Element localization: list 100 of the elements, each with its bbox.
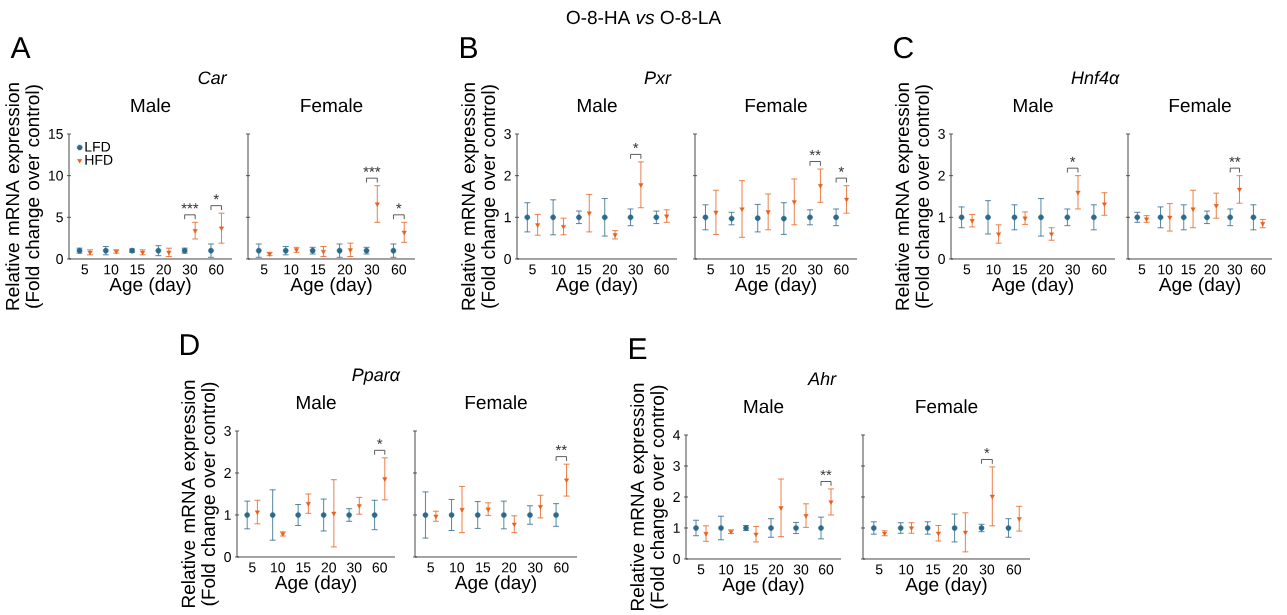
x-tick-label: 60 (209, 264, 224, 275)
x-tick-label: 10 (986, 264, 1001, 275)
x-tick-label: 20 (337, 264, 353, 275)
y-tick-label: 3 (673, 460, 680, 471)
chart-subtitle: Male (744, 399, 784, 414)
annotation: ** (555, 444, 567, 451)
x-tick-label: 60 (818, 564, 834, 575)
y-axis-title: Relative mRNA expression (Fold change over control) (181, 380, 219, 607)
x-tick-label: 15 (311, 264, 326, 275)
x-tick-label: 5 (1138, 264, 1146, 275)
x-tick-label: 60 (554, 562, 569, 573)
y-axis-title: Relative mRNA expression (Fold change over control) (5, 83, 44, 310)
x-axis-title: Age (day) (109, 277, 191, 295)
x-tick-label: 30 (793, 564, 809, 575)
x-tick-label: 60 (654, 264, 669, 275)
chart-title: Pparα (352, 368, 401, 385)
y-tick-label: 0 (56, 253, 63, 264)
annotation: * (1070, 156, 1076, 162)
chart-title: Hnf4α (1071, 70, 1120, 85)
x-tick-label: 5 (875, 564, 883, 575)
annotation: * (213, 193, 219, 200)
y-tick-label: 4 (673, 430, 681, 440)
x-tick-label: 15 (756, 264, 771, 275)
x-tick-label: 20 (501, 562, 517, 573)
x-tick-label: 30 (182, 264, 198, 275)
x-tick-label: 20 (768, 564, 784, 575)
x-tick-label: 10 (450, 562, 465, 573)
text: E (630, 338, 647, 359)
x-tick-label: 5 (963, 264, 971, 275)
x-axis-title: Age (day) (722, 577, 804, 595)
text: A (10, 37, 31, 58)
x-tick-label: 20 (1204, 264, 1219, 275)
annotation: * (396, 203, 402, 209)
x-tick-label: 30 (346, 562, 362, 573)
x-axis-title: Age (day) (290, 277, 372, 295)
x-tick-label: 60 (834, 264, 849, 275)
x-tick-label: 30 (1065, 264, 1080, 275)
x-tick-label: 15 (296, 562, 311, 573)
y-tick-label: 10 (48, 170, 63, 181)
chart-subtitle: Male (296, 395, 336, 410)
y-tick-label: 3 (938, 128, 945, 139)
y-tick-label: 2 (673, 491, 680, 502)
x-tick-label: 10 (899, 564, 914, 575)
x-tick-label: 10 (551, 264, 566, 275)
x-tick-label: 30 (527, 562, 543, 573)
y-tick-label: 0 (504, 253, 511, 264)
annotation: ** (1229, 156, 1241, 162)
x-tick-label: 5 (248, 562, 256, 573)
y-tick-label: 0 (224, 551, 231, 562)
x-axis-title: Age (day) (1158, 277, 1240, 295)
chart-title: Ahr (807, 371, 837, 385)
x-tick-label: 20 (781, 264, 797, 275)
x-tick-label: 30 (628, 264, 643, 275)
annotation: * (633, 142, 639, 148)
x-tick-label: 30 (364, 264, 380, 275)
chart-title: Car (198, 71, 228, 84)
x-axis-title: Age (day) (905, 577, 987, 595)
chart-subtitle: Female (1169, 98, 1231, 113)
y-tick-label: 0 (673, 553, 680, 564)
x-tick-label: 15 (744, 564, 759, 575)
x-tick-label: 10 (104, 264, 119, 275)
x-tick-label: 60 (1006, 564, 1022, 575)
y-tick-label: 2 (504, 170, 511, 181)
x-tick-label: 5 (529, 264, 536, 275)
y-tick-label: 1 (673, 523, 680, 533)
x-tick-label: 10 (271, 562, 286, 573)
x-tick-label: 60 (372, 562, 387, 573)
y-tick-label: 15 (48, 128, 63, 139)
legend-label: LFD (85, 141, 111, 152)
y-tick-label: 0 (938, 253, 945, 264)
y-tick-label: 2 (224, 467, 231, 478)
x-tick-label: 5 (260, 264, 268, 275)
x-tick-label: 5 (81, 264, 89, 275)
chart-subtitle: Female (916, 399, 978, 414)
x-tick-label: 5 (427, 562, 434, 573)
y-tick-label: 5 (56, 212, 63, 223)
y-tick-label: 1 (504, 212, 511, 222)
chart-subtitle: Male (1013, 98, 1053, 113)
x-tick-label: 20 (321, 562, 336, 573)
x-tick-label: 5 (707, 264, 714, 275)
x-axis-title: Age (day) (274, 575, 356, 593)
x-tick-label: 10 (1158, 264, 1173, 275)
x-tick-label: 10 (284, 264, 299, 275)
x-tick-label: 15 (476, 562, 491, 573)
chart-subtitle: Female (745, 98, 807, 113)
y-tick-label: 2 (938, 170, 945, 181)
x-axis-title: Age (day) (991, 277, 1073, 295)
x-tick-label: 30 (807, 264, 823, 275)
x-axis-title: Age (day) (454, 575, 536, 593)
text: O-8-HA vs O-8-LA (566, 10, 722, 25)
x-tick-label: 10 (719, 564, 734, 575)
y-axis-title: Relative mRNA expression (Fold change over control) (895, 83, 933, 310)
legend-label: HFD (85, 154, 113, 165)
chart-subtitle: Female (465, 395, 527, 410)
annotation: ** (820, 469, 832, 476)
x-axis-title: Age (day) (734, 277, 816, 295)
y-tick-label: 3 (504, 128, 511, 139)
y-axis-title: Relative mRNA expression (Fold change over control) (630, 383, 668, 610)
annotation: * (984, 447, 990, 454)
annotation: * (377, 438, 383, 444)
